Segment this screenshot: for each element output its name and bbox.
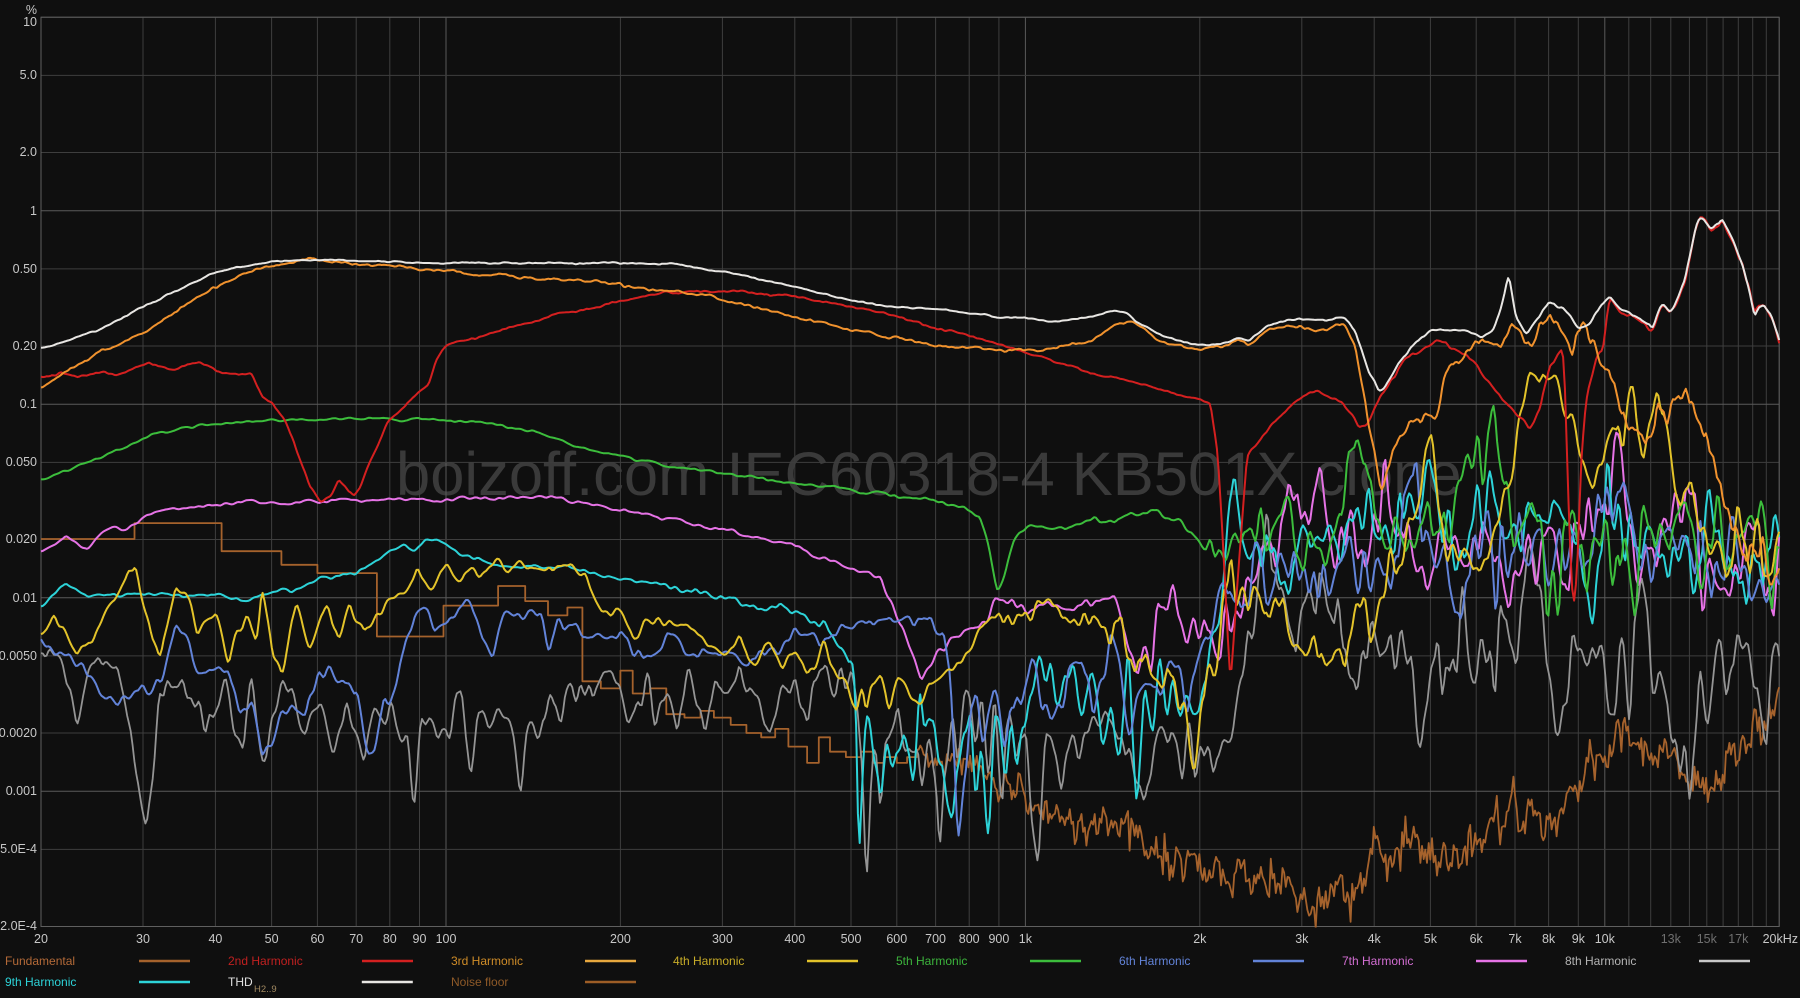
svg-text:800: 800 [959, 932, 980, 946]
svg-text:5k: 5k [1424, 932, 1438, 946]
svg-text:900: 900 [988, 932, 1009, 946]
svg-text:5th Harmonic: 5th Harmonic [896, 954, 967, 968]
svg-text:4k: 4k [1368, 932, 1382, 946]
svg-text:boizoff.com IEC60318-4 KB501X: boizoff.com IEC60318-4 KB501X clone [396, 440, 1462, 509]
svg-text:5.0: 5.0 [20, 68, 37, 82]
svg-text:0.50: 0.50 [13, 262, 37, 276]
svg-text:20: 20 [34, 932, 48, 946]
svg-text:7k: 7k [1508, 932, 1522, 946]
svg-text:5.0E-4: 5.0E-4 [0, 842, 37, 856]
svg-text:8th Harmonic: 8th Harmonic [1565, 954, 1636, 968]
svg-text:20kHz: 20kHz [1763, 932, 1798, 946]
svg-text:80: 80 [383, 932, 397, 946]
svg-text:Noise floor: Noise floor [451, 975, 508, 989]
svg-text:2k: 2k [1193, 932, 1207, 946]
svg-text:9th Harmonic: 9th Harmonic [5, 975, 76, 989]
svg-text:3rd Harmonic: 3rd Harmonic [451, 954, 523, 968]
svg-text:%: % [26, 3, 37, 17]
svg-text:90: 90 [413, 932, 427, 946]
svg-text:40: 40 [208, 932, 222, 946]
svg-text:0.1: 0.1 [20, 397, 37, 411]
svg-text:15k: 15k [1697, 932, 1718, 946]
svg-text:100: 100 [436, 932, 457, 946]
svg-text:4th Harmonic: 4th Harmonic [673, 954, 744, 968]
svg-text:0.050: 0.050 [6, 455, 37, 469]
svg-text:0.001: 0.001 [6, 784, 37, 798]
svg-text:17k: 17k [1728, 932, 1749, 946]
svg-text:700: 700 [925, 932, 946, 946]
svg-text:Fundamental: Fundamental [5, 954, 75, 968]
svg-text:0.0050: 0.0050 [0, 649, 37, 663]
svg-text:9k: 9k [1572, 932, 1586, 946]
svg-text:10: 10 [23, 15, 37, 29]
svg-text:0.20: 0.20 [13, 339, 37, 353]
svg-text:60: 60 [310, 932, 324, 946]
svg-text:10k: 10k [1595, 932, 1616, 946]
svg-text:0.01: 0.01 [13, 591, 37, 605]
svg-text:70: 70 [349, 932, 363, 946]
svg-text:200: 200 [610, 932, 631, 946]
svg-text:2nd Harmonic: 2nd Harmonic [228, 954, 303, 968]
svg-text:400: 400 [784, 932, 805, 946]
svg-text:2.0: 2.0 [20, 145, 37, 159]
svg-text:3k: 3k [1295, 932, 1309, 946]
svg-text:30: 30 [136, 932, 150, 946]
svg-text:6th Harmonic: 6th Harmonic [1119, 954, 1190, 968]
svg-text:7th Harmonic: 7th Harmonic [1342, 954, 1413, 968]
svg-text:1k: 1k [1019, 932, 1033, 946]
svg-text:300: 300 [712, 932, 733, 946]
svg-text:2.0E-4: 2.0E-4 [0, 919, 37, 933]
svg-text:50: 50 [265, 932, 279, 946]
svg-text:6k: 6k [1470, 932, 1484, 946]
svg-text:8k: 8k [1542, 932, 1556, 946]
svg-text:13k: 13k [1661, 932, 1682, 946]
svg-text:500: 500 [841, 932, 862, 946]
svg-text:0.020: 0.020 [6, 532, 37, 546]
svg-text:THD: THD [228, 975, 253, 989]
svg-text:600: 600 [886, 932, 907, 946]
svg-text:0.0020: 0.0020 [0, 726, 37, 740]
svg-text:1: 1 [30, 204, 37, 218]
svg-text:H2..9: H2..9 [254, 984, 277, 995]
